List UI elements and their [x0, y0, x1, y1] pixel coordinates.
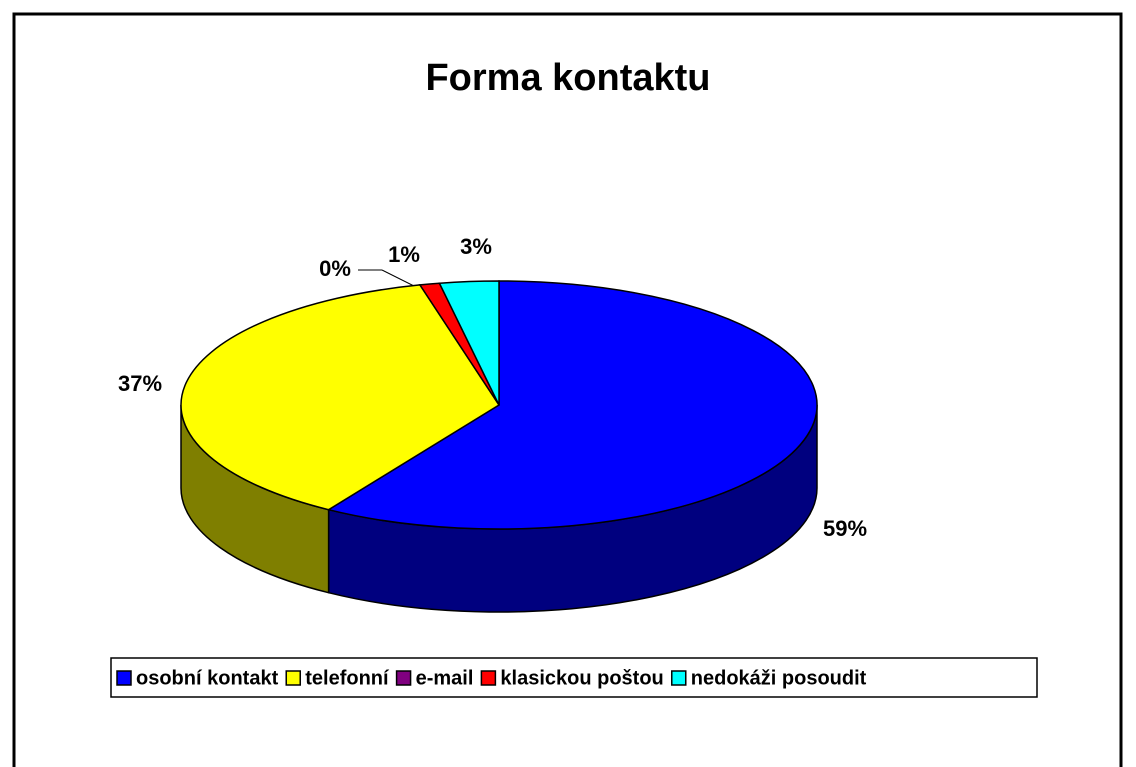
data-label: 59% [823, 516, 867, 541]
data-label: 3% [460, 234, 492, 259]
legend-box [110, 657, 1038, 698]
pie-slice [326, 280, 818, 530]
legend-label: nedokáži posoudit [691, 667, 867, 689]
data-label: 1% [388, 242, 420, 267]
data-label: 0% [319, 256, 351, 281]
data-label: 37% [118, 371, 162, 396]
pie-slice [180, 284, 501, 511]
legend-swatch [116, 670, 132, 686]
legend-label: klasickou poštou [500, 667, 663, 689]
chart-title: Forma kontaktu [425, 57, 710, 99]
legend-swatch [671, 670, 687, 686]
pie-slice [438, 280, 500, 406]
leader-line [381, 269, 415, 287]
legend-label: telefonní [305, 667, 390, 689]
legend-swatch [480, 670, 497, 686]
legend-swatch [395, 670, 412, 686]
legend-label: e-mail [416, 667, 474, 689]
legend-swatch [285, 670, 301, 686]
legend-label: osobní kontakt [136, 667, 279, 689]
